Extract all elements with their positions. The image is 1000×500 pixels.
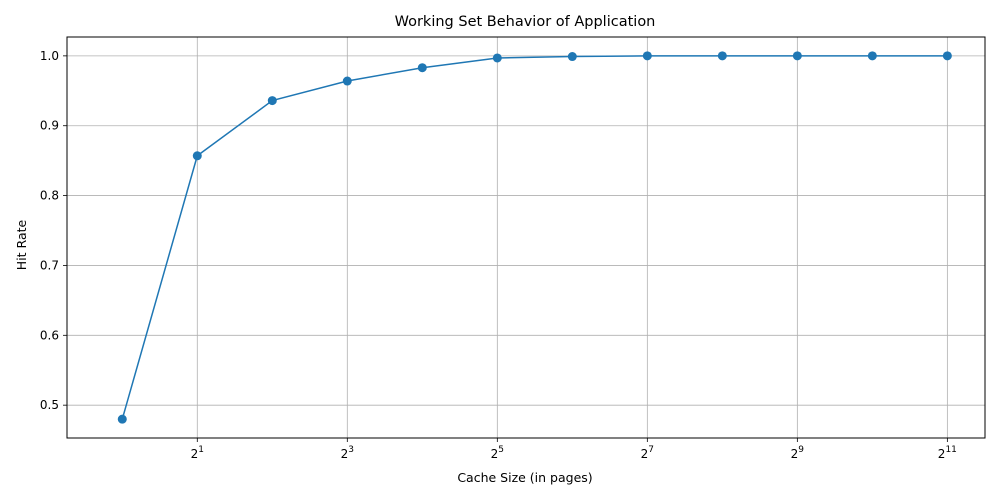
x-tick-label: 27: [641, 445, 654, 461]
data-point: [717, 51, 727, 61]
grid-lines: [67, 37, 985, 438]
x-tick-base: 2: [641, 447, 649, 461]
x-tick-label: 211: [938, 445, 957, 461]
x-tick-exponent: 7: [648, 445, 654, 455]
data-point: [192, 151, 202, 161]
x-tick-base: 2: [341, 447, 349, 461]
y-tick-label: 0.6: [40, 328, 59, 342]
plot-frame: [66, 36, 986, 439]
x-tick-base: 2: [791, 447, 799, 461]
data-point: [792, 51, 802, 61]
x-tick-label: 29: [791, 445, 805, 461]
y-axis-label: Hit Rate: [14, 219, 29, 270]
y-tick-label: 0.7: [40, 258, 59, 272]
data-point: [867, 51, 877, 61]
data-point: [117, 414, 127, 424]
data-point: [267, 96, 277, 106]
series-line: [121, 55, 948, 420]
data-point: [417, 63, 427, 73]
x-tick-label: 23: [341, 445, 354, 461]
x-tick-exponent: 9: [798, 445, 804, 455]
data-point: [642, 51, 652, 61]
x-tick-exponent: 1: [198, 445, 204, 455]
data-point: [342, 76, 352, 86]
chart-title: Working Set Behavior of Application: [395, 14, 656, 30]
y-tick-label: 1.0: [40, 49, 59, 63]
data-point: [942, 51, 952, 61]
x-tick-exponent: 5: [498, 445, 504, 455]
x-tick-exponent: 11: [945, 445, 956, 455]
y-tick-label: 0.9: [40, 119, 59, 133]
x-tick-base: 2: [491, 447, 499, 461]
x-axis-label: Cache Size (in pages): [457, 470, 592, 485]
x-tick-exponent: 3: [348, 445, 354, 455]
y-tick-label: 0.8: [40, 189, 59, 203]
data-point: [492, 53, 502, 63]
x-tick-label: 21: [191, 445, 204, 461]
x-tick-base: 2: [191, 447, 199, 461]
y-tick-label: 0.5: [40, 398, 59, 412]
x-tick-base: 2: [938, 447, 946, 461]
series-group: [117, 51, 952, 424]
data-point: [567, 52, 577, 62]
x-tick-label: 25: [491, 445, 504, 461]
